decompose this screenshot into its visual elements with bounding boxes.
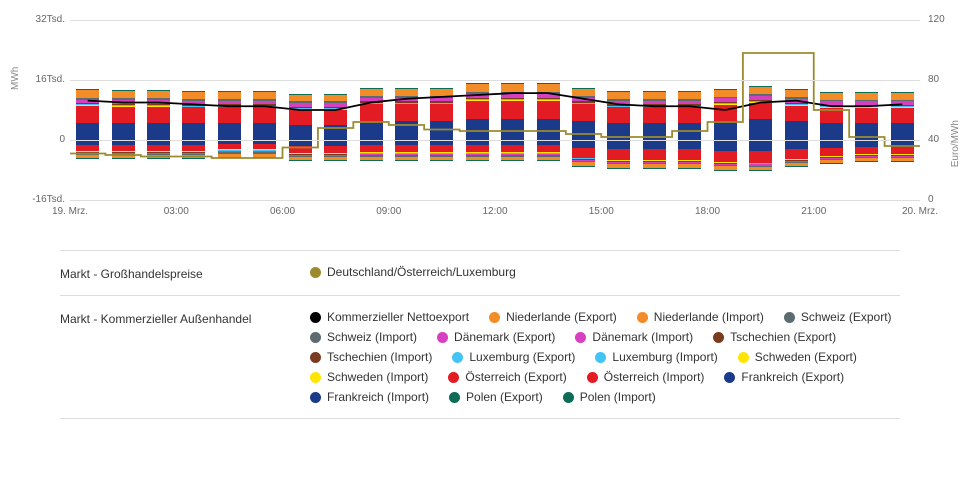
ytick-right: 40 [928, 134, 960, 145]
legend-swatch [489, 312, 500, 323]
xtick: 15:00 [571, 206, 631, 217]
legend-label: Frankreich (Export) [741, 370, 844, 384]
ytick-right: 80 [928, 74, 960, 85]
legend-label: Schweden (Import) [327, 370, 428, 384]
ytick-left: 32Tsd. [15, 14, 65, 25]
legend-item: Luxemburg (Export) [452, 350, 575, 364]
legend-item: Schweiz (Import) [310, 330, 417, 344]
legend-item: Luxemburg (Import) [595, 350, 717, 364]
xtick: 20. Mrz. [890, 206, 950, 217]
legend-section-trade: Markt - Kommerzieller Außenhandel Kommer… [60, 295, 900, 419]
legend-label: Österreich (Import) [604, 370, 705, 384]
legend-item: Schweiz (Export) [784, 310, 892, 324]
legend-label: Österreich (Export) [465, 370, 566, 384]
legend-label: Tschechien (Import) [327, 350, 432, 364]
ytick-left: -16Tsd. [15, 194, 65, 205]
ytick-right: 120 [928, 14, 960, 25]
legend-item: Schweden (Export) [738, 350, 857, 364]
plot-area [70, 20, 920, 200]
xtick: 12:00 [465, 206, 525, 217]
xtick: 09:00 [359, 206, 419, 217]
legend-item: Österreich (Import) [587, 370, 705, 384]
legend-item: Tschechien (Import) [310, 350, 432, 364]
legend-swatch [448, 372, 459, 383]
legend-item: Kommerzieller Nettoexport [310, 310, 469, 324]
legend-item: Polen (Import) [563, 390, 656, 404]
ytick-left: 16Tsd. [15, 74, 65, 85]
legend-item: Österreich (Export) [448, 370, 566, 384]
legend-swatch [575, 332, 586, 343]
legend-swatch [310, 372, 321, 383]
legend-swatch [637, 312, 648, 323]
legend-label: Polen (Export) [466, 390, 543, 404]
legend-title-trade: Markt - Kommerzieller Außenhandel [60, 310, 310, 326]
legend-swatch [310, 392, 321, 403]
legend-title-prices: Markt - Großhandelspreise [60, 265, 310, 281]
legend-label: Schweden (Export) [755, 350, 857, 364]
legend-label: Polen (Import) [580, 390, 656, 404]
legend-item: Schweden (Import) [310, 370, 428, 384]
legend-item: Frankreich (Export) [724, 370, 844, 384]
legend-item: Niederlande (Import) [637, 310, 764, 324]
legend-swatch [437, 332, 448, 343]
legend-label: Luxemburg (Export) [469, 350, 575, 364]
legend-swatch [310, 267, 321, 278]
xtick: 19. Mrz. [40, 206, 100, 217]
xtick: 18:00 [678, 206, 738, 217]
legend-item: Dänemark (Import) [575, 330, 693, 344]
legend-swatch [738, 352, 749, 363]
legend-item: Dänemark (Export) [437, 330, 555, 344]
legend-swatch [449, 392, 460, 403]
legend-item: Niederlande (Export) [489, 310, 617, 324]
legend-label: Tschechien (Export) [730, 330, 836, 344]
legend-label: Niederlande (Export) [506, 310, 617, 324]
legend-swatch [310, 312, 321, 323]
legend-section-prices: Markt - Großhandelspreise Deutschland/Ös… [60, 250, 900, 296]
legend-swatch [724, 372, 735, 383]
xtick: 06:00 [253, 206, 313, 217]
legend-item: Tschechien (Export) [713, 330, 836, 344]
legend-swatch [310, 332, 321, 343]
energy-chart: MWh Euro/MWh -16Tsd.016Tsd.32Tsd. 040801… [0, 0, 960, 230]
legend-item: Deutschland/Österreich/Luxemburg [310, 265, 516, 279]
legend-swatch [563, 392, 574, 403]
ytick-left: 0 [15, 134, 65, 145]
legend-swatch [713, 332, 724, 343]
legend-item: Frankreich (Import) [310, 390, 429, 404]
legend-label: Schweiz (Import) [327, 330, 417, 344]
legend-label: Kommerzieller Nettoexport [327, 310, 469, 324]
netexport-line [88, 93, 903, 110]
legend-label: Schweiz (Export) [801, 310, 892, 324]
legend-label: Frankreich (Import) [327, 390, 429, 404]
legend-label: Dänemark (Import) [592, 330, 693, 344]
legend-label: Luxemburg (Import) [612, 350, 717, 364]
legend-label: Deutschland/Österreich/Luxemburg [327, 265, 516, 279]
legend-swatch [595, 352, 606, 363]
legend-swatch [784, 312, 795, 323]
legend-swatch [587, 372, 598, 383]
ytick-right: 0 [928, 194, 960, 205]
legend-item: Polen (Export) [449, 390, 543, 404]
xtick: 03:00 [146, 206, 206, 217]
xtick: 21:00 [784, 206, 844, 217]
legend: Markt - Großhandelspreise Deutschland/Ös… [0, 230, 960, 428]
legend-label: Dänemark (Export) [454, 330, 555, 344]
legend-swatch [452, 352, 463, 363]
price-line [70, 53, 920, 158]
legend-label: Niederlande (Import) [654, 310, 764, 324]
legend-swatch [310, 352, 321, 363]
